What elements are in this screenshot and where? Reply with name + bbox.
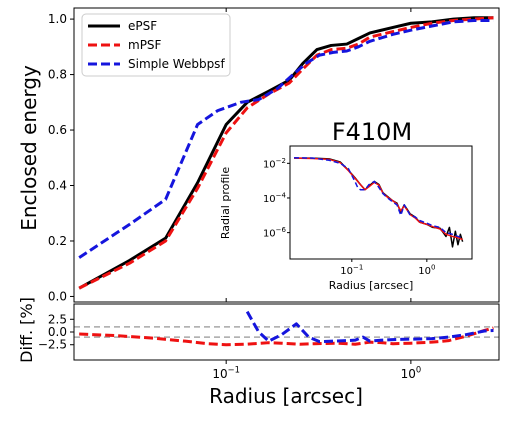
- inset-y-tick-label: 10−6: [263, 226, 287, 240]
- inset-line-simple-webbpsf: [294, 156, 463, 239]
- difference-line-mpsf: [79, 326, 494, 347]
- main-y-tick-label: 0.6: [48, 123, 67, 137]
- main-line-epsf: [78, 16, 494, 290]
- main-y-tick-label: 0.4: [48, 179, 67, 193]
- difference-y-axis-label: Diff. [%]: [17, 297, 36, 363]
- legend-label: ePSF: [128, 19, 157, 33]
- inset-title: F410M: [332, 118, 412, 146]
- inset-y-axis-label: Radial profile: [219, 167, 232, 239]
- difference-y-tick-label: 0.0: [48, 325, 67, 339]
- x-axis-label: Radius [arcsec]: [209, 384, 363, 408]
- main-line-simple-webbpsf: [78, 18, 494, 259]
- main-y-tick-label: 0.0: [48, 289, 67, 303]
- main-y-tick-label: 1.0: [48, 12, 67, 26]
- main-y-axis-label: Enclosed energy: [17, 65, 41, 231]
- legend-box: [81, 13, 231, 77]
- difference-plot-area: [74, 310, 499, 347]
- main-y-tick-label: 0.2: [48, 234, 67, 248]
- inset-line-mpsf: [294, 157, 463, 241]
- inset-x-tick-label: 10−1: [340, 264, 363, 278]
- difference-y-tick-label: 2.5: [48, 312, 67, 326]
- legend-label: mPSF: [128, 38, 162, 52]
- difference-panel: −2.50.02.5 10−1 100: [38, 303, 500, 381]
- inset-x-axis-label: Radius [arcsec]: [329, 279, 414, 292]
- main-y-tick-label: 0.8: [48, 68, 67, 82]
- inset-x-tick-label: 100: [418, 264, 435, 278]
- difference-y-tick-label: −2.5: [38, 338, 67, 352]
- difference-x-tick-label: 10−1: [212, 365, 240, 381]
- inset-panel: 10−6 10−4 10−2 10−1 100: [263, 145, 473, 278]
- inset-axes-frame: [289, 145, 473, 260]
- main-line-mpsf: [78, 16, 494, 290]
- inset-background: [290, 146, 472, 259]
- inset-y-tick-label: 10−4: [263, 191, 287, 205]
- main-panel: 0.0 0.2 0.4 0.6 0.8 1.0 ePSF mPSF Simple Webbpsf: [48, 7, 500, 303]
- legend: ePSF mPSF Simple Webbpsf: [81, 13, 231, 77]
- difference-line-simple-webbpsf: [245, 310, 494, 344]
- main-axes-frame: [73, 7, 500, 303]
- legend-label: Simple Webbpsf: [128, 57, 225, 71]
- inset-plot-area: [294, 156, 464, 248]
- inset-y-tick-label: 10−2: [263, 157, 286, 171]
- difference-x-tick-label: 100: [401, 365, 422, 381]
